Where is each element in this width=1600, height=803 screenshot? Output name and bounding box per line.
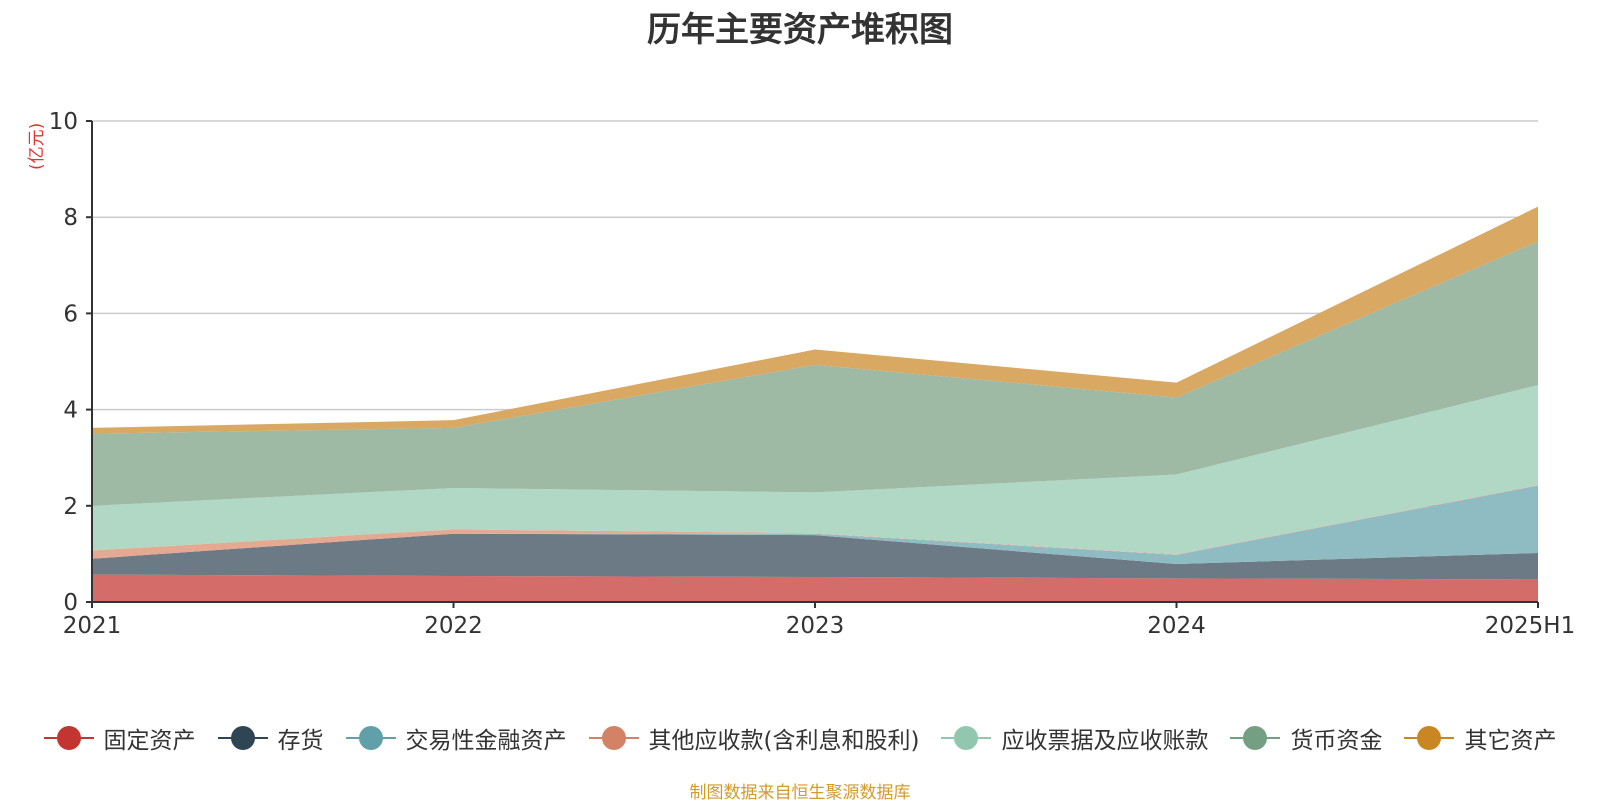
legend-marker-icon — [217, 726, 268, 750]
legend-marker-icon — [588, 726, 639, 750]
area-series-5 — [92, 385, 1538, 555]
stacked-area-chart: 0 2 4 6 8 10 2021 2022 2023 2024 2025H1 — [49, 109, 1576, 639]
legend-item-2[interactable]: 存货 — [217, 721, 324, 755]
x-tick-label: 2024 — [1147, 613, 1206, 639]
legend-item-1[interactable]: 固定资产 — [43, 721, 196, 755]
legend-item-5[interactable]: 应收票据及应收账款 — [941, 721, 1208, 755]
chart-legend: 固定资产 存货 交易性金融资产 其他应收款(含利息和股利) 应收票据及应收账款 货币资金 其… — [0, 718, 1600, 758]
legend-marker-icon — [1230, 726, 1281, 750]
legend-item-6[interactable]: 货币资金 — [1230, 721, 1382, 755]
x-tick-label: 2022 — [424, 613, 483, 639]
y-tick-label: 6 — [63, 301, 78, 327]
y-tick-label: 4 — [63, 398, 78, 424]
legend-label: 应收票据及应收账款 — [1001, 728, 1209, 754]
legend-label: 固定资产 — [103, 728, 196, 754]
area-series-2 — [92, 533, 1538, 580]
area-series-6 — [92, 241, 1538, 506]
area-series-1 — [92, 574, 1538, 602]
legend-label: 其他应收款(含利息和股利) — [648, 728, 920, 754]
y-tick-label: 0 — [63, 590, 78, 616]
y-tick-label: 10 — [49, 109, 78, 135]
x-tick-label: 2023 — [786, 613, 845, 639]
legend-marker-icon — [941, 726, 992, 750]
data-source-note: 制图数据来自恒生聚源数据库 — [689, 783, 911, 803]
legend-item-4[interactable]: 其他应收款(含利息和股利) — [588, 721, 920, 755]
y-tick-label: 8 — [63, 205, 78, 231]
chart-title: 历年主要资产堆积图 — [647, 10, 953, 50]
area-series-3 — [92, 485, 1538, 565]
y-tick-label: 2 — [63, 494, 78, 520]
legend-marker-icon — [1404, 726, 1455, 750]
legend-marker-icon — [345, 726, 396, 750]
legend-item-3[interactable]: 交易性金融资产 — [345, 721, 567, 755]
legend-label: 货币资金 — [1290, 728, 1383, 754]
legend-label: 存货 — [277, 728, 324, 754]
legend-label: 其它资产 — [1464, 728, 1557, 754]
x-tick-label: 2021 — [63, 613, 122, 639]
legend-label: 交易性金融资产 — [405, 728, 567, 754]
legend-item-7[interactable]: 其它资产 — [1404, 721, 1556, 755]
x-tick-label: 2025H1 — [1485, 613, 1575, 639]
legend-marker-icon — [43, 726, 94, 750]
